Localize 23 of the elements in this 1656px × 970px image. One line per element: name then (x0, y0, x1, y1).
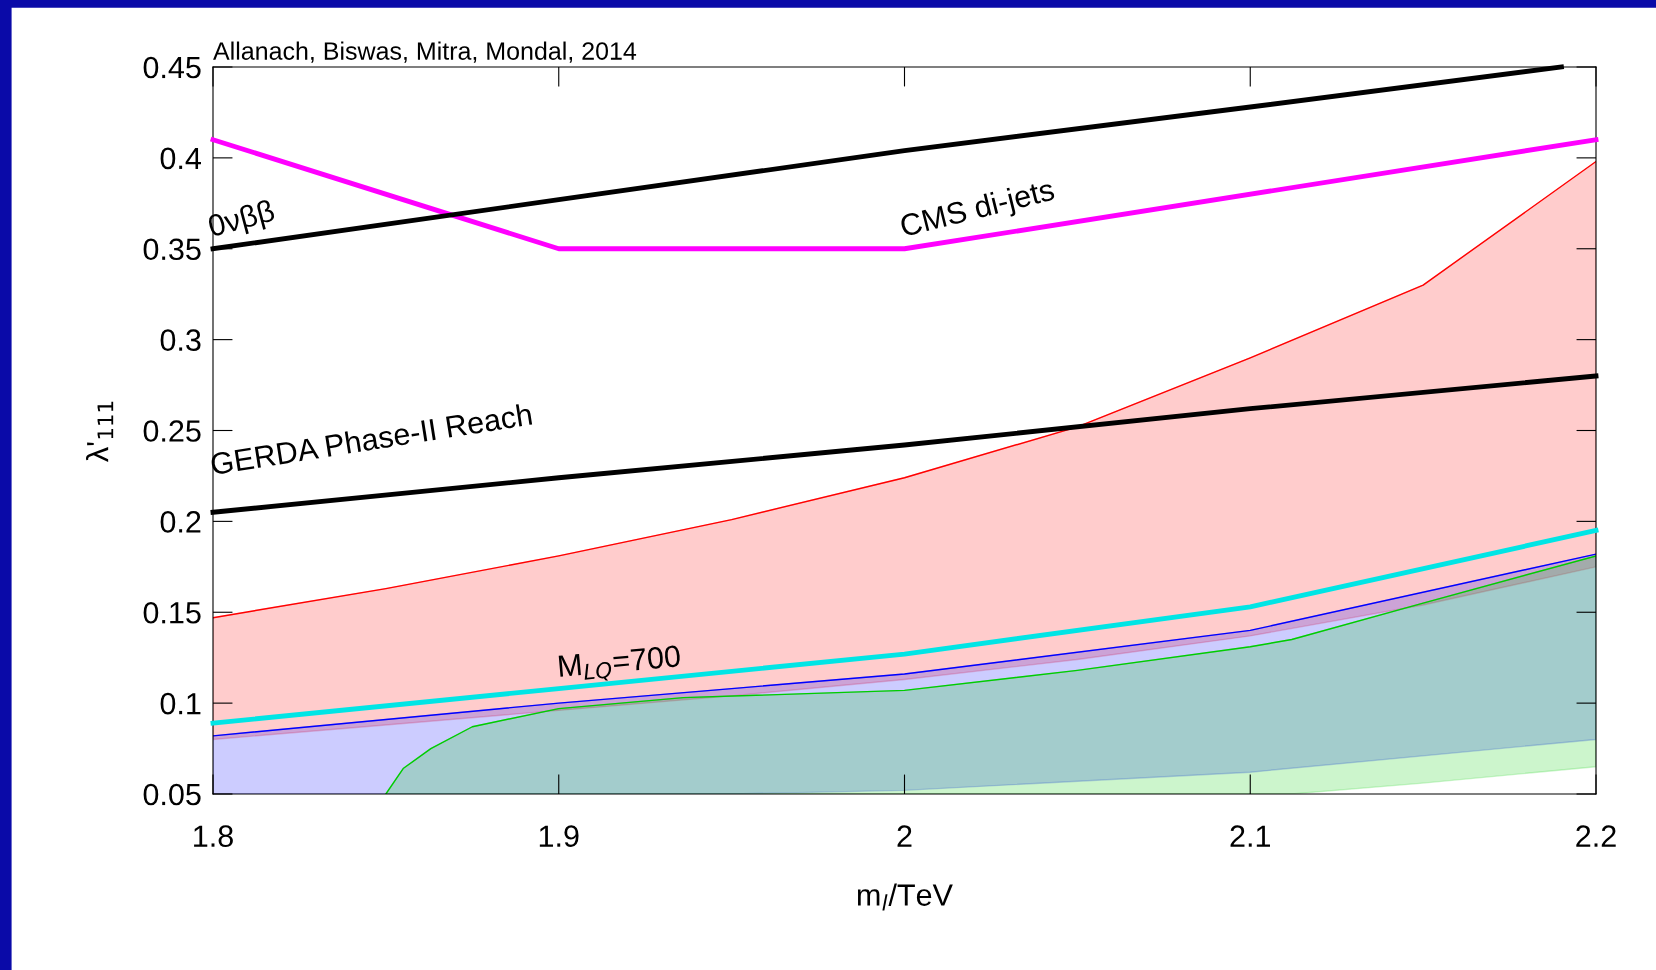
annotation: CMS di-jets (899, 177, 1057, 243)
line-series (213, 553, 1596, 737)
text: Allanach, Biswas, Mitra, Mondal, 2014 (213, 41, 637, 63)
y-tick-label: 0.2 (160, 511, 201, 533)
annotation: GERDA Phase-II Reach (210, 402, 533, 476)
annotation: 0νββ (206, 198, 277, 243)
y-tick-label: 0.35 (143, 238, 201, 261)
line-series (210, 528, 1599, 726)
y-tick-label: 0.05 (143, 783, 201, 806)
x-tick-label: 2.2 (1576, 825, 1616, 847)
x-tick-label: 1.8 (194, 825, 233, 847)
y-tick-label: 0.3 (160, 329, 201, 351)
x-tick-label: 2 (897, 825, 912, 847)
y-tick-label: 0.15 (143, 601, 201, 624)
x-axis-title: m$_{l}$/TeV (857, 883, 953, 911)
y-tick-label: 0.1 (160, 692, 201, 715)
y-axis-title: λ'$_{111}$ (86, 401, 114, 462)
y-tick-label: 0.45 (143, 56, 201, 79)
y-tick-label: 0.4 (160, 147, 201, 170)
annotation: M$_{LQ}$=700 (558, 645, 682, 685)
x-tick-label: 2.1 (1230, 825, 1270, 847)
x-tick-label: 1.9 (539, 825, 579, 847)
y-tick-label: 0.25 (143, 420, 201, 442)
